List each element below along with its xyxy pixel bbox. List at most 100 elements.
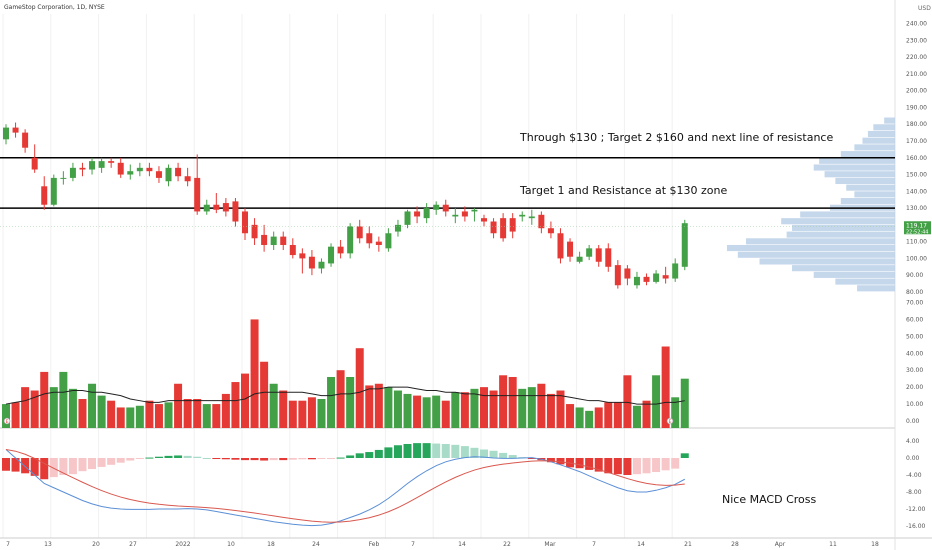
volume-bar	[298, 400, 307, 428]
candle-body	[586, 248, 593, 257]
candle-body	[366, 233, 373, 244]
price-tick-label: 180.00	[906, 121, 927, 128]
volume-bar	[40, 371, 49, 428]
volume-profile-bar	[846, 184, 895, 191]
volume-profile-bar	[835, 278, 895, 285]
macd-histogram-bar	[317, 458, 326, 459]
volume-profile-bar	[840, 198, 895, 205]
volume-bar	[632, 405, 641, 428]
macd-histogram-bar	[556, 458, 565, 465]
volume-tick-label: 30.00	[906, 367, 923, 374]
volume-bar	[585, 410, 594, 428]
volume-bar	[623, 375, 632, 428]
time-tick-label: 7	[411, 541, 415, 548]
candle-body	[452, 214, 459, 217]
time-tick-label: 7	[592, 541, 596, 548]
candle-body	[280, 236, 287, 245]
candle-body	[375, 241, 382, 245]
candle-body	[423, 208, 430, 219]
price-tick-label: 200.00	[906, 88, 927, 95]
candle-body	[500, 218, 507, 239]
macd-histogram-bar	[174, 455, 183, 458]
annotation-macd: Nice MACD Cross	[722, 493, 816, 506]
candle-body	[79, 167, 86, 170]
volume-tick-label: 0.00	[906, 418, 920, 425]
candle-body	[538, 214, 545, 229]
macd-histogram-bar	[183, 455, 192, 458]
volume-bar	[193, 398, 202, 428]
macd-histogram-bar	[346, 455, 355, 458]
price-tick-label: 80.00	[906, 289, 923, 296]
price-tick-label: 170.00	[906, 138, 927, 145]
macd-histogram-bar	[613, 458, 622, 475]
volume-bar	[642, 400, 651, 428]
volume-bar	[537, 383, 546, 428]
macd-histogram-bar	[384, 447, 393, 458]
macd-tick-label: 4.00	[906, 438, 920, 445]
volume-bar	[546, 393, 555, 428]
candle-body	[328, 246, 335, 264]
macd-histogram-bar	[68, 458, 77, 475]
candle-body	[69, 167, 76, 178]
volume-profile-bar	[745, 238, 895, 245]
volume-profile-bar	[835, 177, 895, 185]
candle-body	[289, 244, 296, 256]
macd-histogram-bar	[594, 458, 603, 472]
time-tick-label: 13	[44, 541, 52, 548]
macd-histogram-bar	[365, 452, 374, 458]
candle-body	[605, 248, 612, 267]
candle-body	[519, 214, 526, 217]
candle-body	[194, 177, 201, 212]
volume-profile-bar	[781, 218, 895, 225]
candle-body	[442, 204, 449, 212]
macd-tick-label: -8.00	[906, 489, 922, 496]
volume-profile-bar	[873, 124, 895, 131]
price-tick-label: 210.00	[906, 71, 927, 78]
volume-bar	[499, 375, 508, 428]
macd-histogram-bar	[116, 458, 125, 463]
macd-histogram-bar	[604, 458, 613, 474]
volume-bar	[307, 397, 316, 428]
volume-profile-bar	[759, 258, 895, 265]
volume-bar	[183, 398, 192, 428]
macd-tick-label: -16.00	[906, 523, 926, 530]
volume-profile-bar	[813, 271, 895, 278]
volume-bar	[508, 376, 517, 428]
candle-body	[433, 204, 440, 210]
volume-bar	[317, 398, 326, 428]
macd-histogram-bar	[374, 449, 383, 458]
candle-body	[672, 263, 679, 279]
volume-bar	[260, 361, 269, 428]
candle-body	[385, 233, 392, 249]
time-tick-label: Feb	[369, 541, 380, 548]
macd-signal-line	[5, 449, 685, 523]
price-tick-label: 140.00	[906, 188, 927, 195]
time-tick-label: 14	[637, 541, 645, 548]
earnings-marker-icon	[666, 417, 674, 425]
candle-body	[98, 161, 105, 168]
macd-histogram-bar	[231, 458, 240, 460]
candle-body	[108, 161, 115, 163]
candle-body	[490, 221, 497, 234]
macd-histogram-bar	[336, 457, 345, 459]
macd-histogram-bar	[585, 458, 594, 470]
macd-histogram-bar	[78, 458, 87, 472]
price-tick-label: 160.00	[906, 155, 927, 162]
candle-body	[356, 226, 363, 239]
macd-histogram-bar	[632, 458, 641, 475]
macd-histogram-bar	[221, 458, 230, 460]
candle-body	[633, 276, 640, 286]
volume-profile-bar	[824, 171, 895, 178]
volume-bar	[279, 390, 288, 428]
macd-histogram-bar	[241, 458, 249, 461]
macd-histogram-bar	[327, 458, 336, 459]
volume-bar	[355, 348, 364, 428]
candle-body	[404, 211, 411, 225]
candle-body	[270, 236, 277, 245]
macd-histogram-bar	[298, 458, 307, 460]
volume-bar	[97, 395, 106, 428]
volume-bar	[413, 395, 422, 428]
candle-body	[3, 127, 9, 140]
